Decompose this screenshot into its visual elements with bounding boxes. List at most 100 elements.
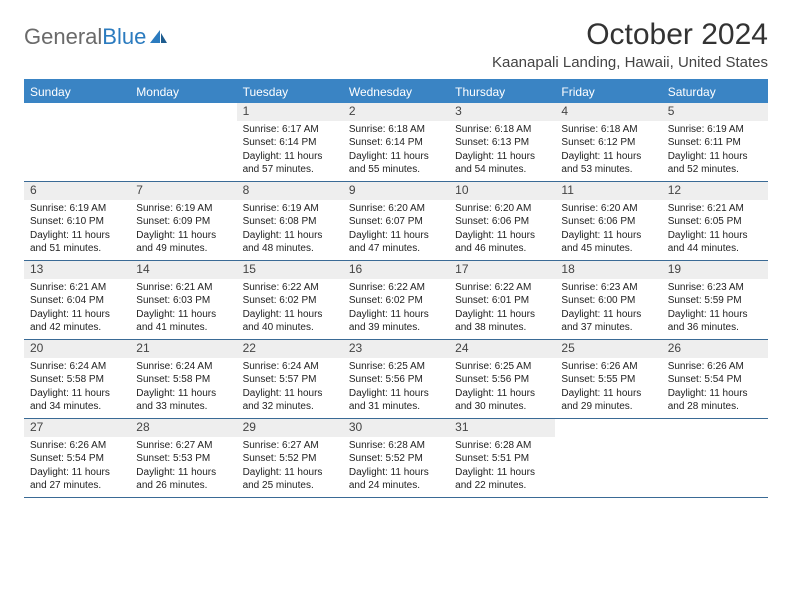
sunrise-text: Sunrise: 6:28 AM [455,439,549,453]
daylight-text: Daylight: 11 hours [349,466,443,480]
daylight-text: and 54 minutes. [455,163,549,177]
day-details: Sunrise: 6:19 AMSunset: 6:09 PMDaylight:… [130,200,236,260]
daylight-text: and 27 minutes. [30,479,124,493]
calendar-cell [662,419,768,497]
calendar-cell: 22Sunrise: 6:24 AMSunset: 5:57 PMDayligh… [237,340,343,418]
daylight-text: and 39 minutes. [349,321,443,335]
day-number: 17 [449,261,555,279]
sunset-text: Sunset: 6:14 PM [243,136,337,150]
logo-sail-icon [148,28,168,46]
day-details: Sunrise: 6:24 AMSunset: 5:57 PMDaylight:… [237,358,343,418]
calendar-cell: 1Sunrise: 6:17 AMSunset: 6:14 PMDaylight… [237,103,343,181]
sunrise-text: Sunrise: 6:20 AM [349,202,443,216]
daylight-text: and 28 minutes. [668,400,762,414]
daylight-text: and 33 minutes. [136,400,230,414]
sunrise-text: Sunrise: 6:22 AM [455,281,549,295]
calendar-cell: 17Sunrise: 6:22 AMSunset: 6:01 PMDayligh… [449,261,555,339]
sunrise-text: Sunrise: 6:20 AM [561,202,655,216]
calendar-week: 20Sunrise: 6:24 AMSunset: 5:58 PMDayligh… [24,340,768,419]
daylight-text: Daylight: 11 hours [243,308,337,322]
day-number: 11 [555,182,661,200]
sunset-text: Sunset: 5:54 PM [30,452,124,466]
day-number: 15 [237,261,343,279]
day-number: 25 [555,340,661,358]
daylight-text: and 51 minutes. [30,242,124,256]
calendar-cell: 15Sunrise: 6:22 AMSunset: 6:02 PMDayligh… [237,261,343,339]
daylight-text: and 52 minutes. [668,163,762,177]
calendar-cell: 21Sunrise: 6:24 AMSunset: 5:58 PMDayligh… [130,340,236,418]
calendar-cell: 10Sunrise: 6:20 AMSunset: 6:06 PMDayligh… [449,182,555,260]
day-details: Sunrise: 6:22 AMSunset: 6:02 PMDaylight:… [343,279,449,339]
sunset-text: Sunset: 5:52 PM [243,452,337,466]
daylight-text: Daylight: 11 hours [30,387,124,401]
daylight-text: Daylight: 11 hours [561,308,655,322]
sunset-text: Sunset: 6:06 PM [561,215,655,229]
day-number: 26 [662,340,768,358]
daylight-text: and 48 minutes. [243,242,337,256]
calendar-cell: 18Sunrise: 6:23 AMSunset: 6:00 PMDayligh… [555,261,661,339]
sunrise-text: Sunrise: 6:20 AM [455,202,549,216]
sunset-text: Sunset: 6:03 PM [136,294,230,308]
day-number: 28 [130,419,236,437]
sunset-text: Sunset: 6:00 PM [561,294,655,308]
day-header: Friday [555,81,661,103]
day-number: 21 [130,340,236,358]
sunset-text: Sunset: 5:56 PM [455,373,549,387]
sunrise-text: Sunrise: 6:18 AM [455,123,549,137]
daylight-text: Daylight: 11 hours [668,150,762,164]
calendar-cell: 14Sunrise: 6:21 AMSunset: 6:03 PMDayligh… [130,261,236,339]
sunset-text: Sunset: 5:54 PM [668,373,762,387]
day-number: 7 [130,182,236,200]
calendar-cell: 24Sunrise: 6:25 AMSunset: 5:56 PMDayligh… [449,340,555,418]
calendar-cell: 12Sunrise: 6:21 AMSunset: 6:05 PMDayligh… [662,182,768,260]
day-details: Sunrise: 6:18 AMSunset: 6:12 PMDaylight:… [555,121,661,181]
day-details: Sunrise: 6:20 AMSunset: 6:06 PMDaylight:… [449,200,555,260]
day-number: 13 [24,261,130,279]
sunrise-text: Sunrise: 6:18 AM [349,123,443,137]
sunset-text: Sunset: 5:55 PM [561,373,655,387]
day-header: Thursday [449,81,555,103]
day-number: 20 [24,340,130,358]
logo-text-blue: Blue [102,24,146,50]
calendar-cell: 28Sunrise: 6:27 AMSunset: 5:53 PMDayligh… [130,419,236,497]
sunrise-text: Sunrise: 6:24 AM [136,360,230,374]
day-number: 31 [449,419,555,437]
day-number: 27 [24,419,130,437]
sunrise-text: Sunrise: 6:22 AM [243,281,337,295]
calendar-cell [555,419,661,497]
daylight-text: and 44 minutes. [668,242,762,256]
sunset-text: Sunset: 6:13 PM [455,136,549,150]
day-number: 6 [24,182,130,200]
sunrise-text: Sunrise: 6:27 AM [243,439,337,453]
daylight-text: Daylight: 11 hours [561,150,655,164]
daylight-text: Daylight: 11 hours [349,308,443,322]
daylight-text: Daylight: 11 hours [561,229,655,243]
calendar-cell: 4Sunrise: 6:18 AMSunset: 6:12 PMDaylight… [555,103,661,181]
sunrise-text: Sunrise: 6:27 AM [136,439,230,453]
day-details: Sunrise: 6:20 AMSunset: 6:07 PMDaylight:… [343,200,449,260]
day-number: 1 [237,103,343,121]
day-details: Sunrise: 6:24 AMSunset: 5:58 PMDaylight:… [24,358,130,418]
day-details: Sunrise: 6:26 AMSunset: 5:54 PMDaylight:… [662,358,768,418]
day-number: 18 [555,261,661,279]
daylight-text: Daylight: 11 hours [243,229,337,243]
day-number: 30 [343,419,449,437]
calendar-cell: 27Sunrise: 6:26 AMSunset: 5:54 PMDayligh… [24,419,130,497]
day-details: Sunrise: 6:27 AMSunset: 5:52 PMDaylight:… [237,437,343,497]
day-number: 2 [343,103,449,121]
daylight-text: and 46 minutes. [455,242,549,256]
daylight-text: and 42 minutes. [30,321,124,335]
sunset-text: Sunset: 5:58 PM [30,373,124,387]
daylight-text: Daylight: 11 hours [243,387,337,401]
sunset-text: Sunset: 6:09 PM [136,215,230,229]
daylight-text: and 30 minutes. [455,400,549,414]
page-title: October 2024 [586,18,768,52]
day-number: 9 [343,182,449,200]
day-details: Sunrise: 6:19 AMSunset: 6:11 PMDaylight:… [662,121,768,181]
day-details: Sunrise: 6:26 AMSunset: 5:55 PMDaylight:… [555,358,661,418]
daylight-text: and 57 minutes. [243,163,337,177]
day-header: Monday [130,81,236,103]
day-details: Sunrise: 6:24 AMSunset: 5:58 PMDaylight:… [130,358,236,418]
sunset-text: Sunset: 6:01 PM [455,294,549,308]
calendar-cell: 20Sunrise: 6:24 AMSunset: 5:58 PMDayligh… [24,340,130,418]
